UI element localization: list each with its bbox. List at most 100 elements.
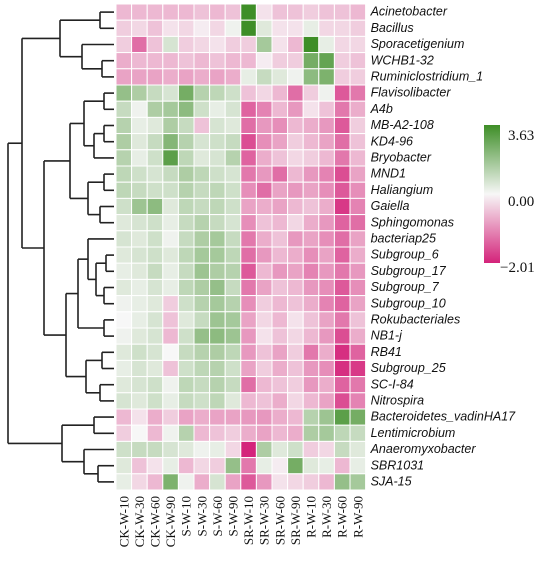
row-label: Ruminiclostridium_1: [371, 69, 484, 83]
heatmap-cell: [177, 52, 195, 70]
heatmap-cell: [209, 457, 226, 475]
heatmap-cell: [287, 440, 304, 459]
heatmap-cell: [302, 230, 320, 248]
heatmap-cell: [177, 295, 195, 313]
heatmap-cell: [240, 262, 257, 280]
heatmap-cell: [302, 3, 320, 21]
heatmap-cell: [255, 214, 273, 232]
heatmap-cell: [318, 359, 335, 378]
heatmap-cell: [240, 52, 257, 70]
heatmap-cell: [224, 408, 242, 426]
heatmap-cell: [115, 84, 133, 102]
heatmap-cell: [287, 68, 304, 86]
heatmap-cell: [193, 133, 211, 151]
heatmap-cell: [224, 376, 242, 394]
heatmap-cell: [240, 246, 257, 264]
heatmap-cell: [224, 278, 242, 297]
column-label: SR-W-10: [241, 496, 256, 545]
heatmap-cell: [224, 473, 242, 491]
heatmap-cell: [162, 100, 179, 118]
heatmap-cell: [224, 311, 242, 329]
heatmap-cell: [146, 3, 164, 21]
heatmap-cell: [302, 424, 320, 442]
heatmap-cell: [162, 262, 179, 280]
column-label: CK-W-60: [148, 496, 163, 547]
heatmap-cell: [240, 165, 257, 183]
heatmap-cell: [131, 295, 148, 313]
heatmap-cell: [146, 440, 164, 459]
heatmap-cell: [287, 343, 304, 361]
heatmap-cell: [240, 3, 257, 21]
heatmap-cell: [302, 376, 320, 394]
heatmap-cell: [333, 311, 351, 329]
heatmap-cell: [287, 457, 304, 475]
heatmap-cell: [209, 181, 226, 199]
heatmap-cell: [333, 133, 351, 151]
heatmap-cell: [255, 424, 273, 442]
heatmap-cell: [318, 392, 335, 410]
heatmap-cell: [287, 100, 304, 118]
row-label: SJA-15: [371, 474, 412, 488]
heatmap-cell: [146, 327, 164, 345]
scale-max-label: 3.63: [508, 128, 534, 144]
heatmap-cell: [115, 327, 133, 345]
heatmap-cell: [302, 214, 320, 232]
heatmap-cell: [255, 246, 273, 264]
color-scale-legend: 3.63 0.00 −2.01: [484, 125, 535, 276]
heatmap-cell: [177, 19, 195, 37]
heatmap-cell: [255, 440, 273, 459]
heatmap-cell: [131, 457, 148, 475]
heatmap-cell: [287, 246, 304, 264]
heatmap-cell: [162, 133, 179, 151]
heatmap-cell: [162, 214, 179, 232]
column-labels: CK-W-10 CK-W-30 CK-W-60 CK-W-90 S-W-10 S-W-30…: [116, 496, 365, 547]
heatmap-cell: [333, 295, 351, 313]
row-label: Subgroup_25: [371, 361, 446, 375]
heatmap-cell: [193, 165, 211, 183]
heatmap-cell: [115, 116, 133, 135]
heatmap-cell: [255, 278, 273, 297]
heatmap-cell: [131, 19, 148, 37]
heatmap-cell: [271, 35, 289, 54]
row-label: MND1: [371, 167, 406, 181]
heatmap-cell: [333, 100, 351, 118]
heatmap-cell: [177, 424, 195, 442]
heatmap-cell: [287, 52, 304, 70]
heatmap-cell: [177, 408, 195, 426]
heatmap-cell: [333, 3, 351, 21]
heatmap-cell: [302, 440, 320, 459]
heatmap-cell: [177, 35, 195, 54]
heatmap-cell: [271, 473, 289, 491]
heatmap-cell: [162, 295, 179, 313]
row-label: KD4-96: [371, 134, 413, 148]
column-label: R-W-60: [335, 496, 350, 538]
heatmap-cell: [333, 165, 351, 183]
heatmap-cell: [302, 343, 320, 361]
heatmap-cell: [177, 230, 195, 248]
heatmap-cell: [224, 262, 242, 280]
heatmap-cell: [162, 165, 179, 183]
heatmap-cell: [209, 35, 226, 54]
heatmap-cell: [224, 116, 242, 135]
heatmap-cell: [333, 116, 351, 135]
heatmap-cell: [287, 84, 304, 102]
heatmap-cell: [224, 392, 242, 410]
heatmap-cell: [255, 327, 273, 345]
heatmap-cell: [209, 359, 226, 378]
heatmap-cell: [224, 35, 242, 54]
heatmap-cell: [255, 343, 273, 361]
heatmap-cell: [193, 295, 211, 313]
heatmap-cell: [131, 473, 148, 491]
heatmap-cell: [224, 84, 242, 102]
heatmap-cell: [318, 408, 335, 426]
heatmap-cell: [162, 376, 179, 394]
row-label: NB1-j: [371, 329, 403, 343]
row-label: Anaeromyxobacter: [370, 442, 477, 456]
heatmap-cell: [146, 197, 164, 216]
heatmap-cell: [333, 327, 351, 345]
heatmap-cell: [333, 359, 351, 378]
row-label: MB-A2-108: [371, 118, 434, 132]
heatmap-cell: [131, 116, 148, 135]
heatmap-cell: [318, 35, 335, 54]
heatmap-cell: [302, 359, 320, 378]
